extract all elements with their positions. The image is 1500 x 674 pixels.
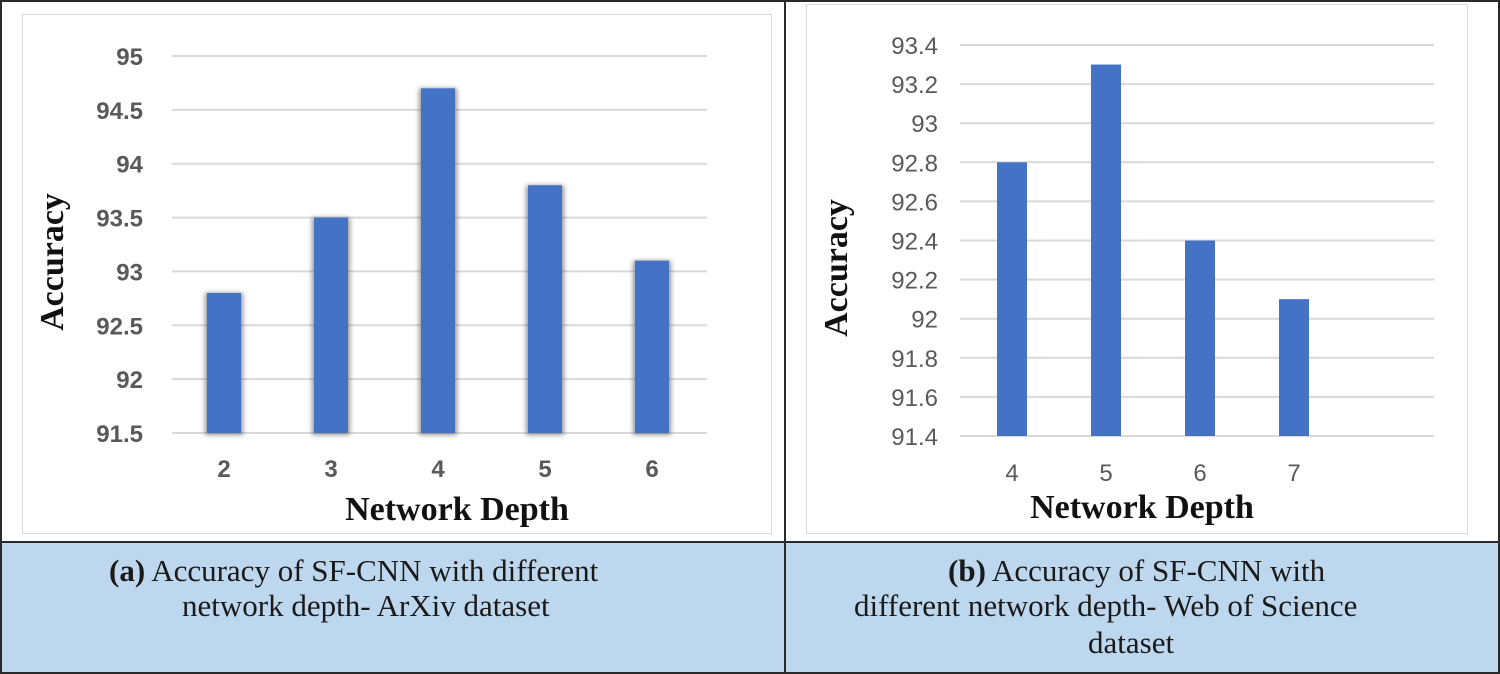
a-y-tick-label: 95 <box>116 44 143 71</box>
b-x-tick-label: 6 <box>1193 460 1206 487</box>
a-y-tick-label: 94.5 <box>96 98 143 125</box>
caption-b-line-3: dataset <box>1088 625 1175 660</box>
a-y-tick-label: 94 <box>116 152 143 179</box>
caption-b-line-1: (b) Accuracy of SF-CNN with <box>948 553 1325 588</box>
chart-b-plot-box <box>806 4 1468 534</box>
a-y-tick-label: 92 <box>116 367 143 394</box>
b-y-tick-label: 93 <box>911 111 938 138</box>
b-y-tick-label: 93.2 <box>891 72 938 99</box>
caption-a-line-2: network depth- ArXiv dataset <box>182 588 550 623</box>
b-y-tick-label: 92.4 <box>891 229 938 256</box>
caption-a-tag: (a) <box>109 553 146 588</box>
b-y-tick-label: 92.2 <box>891 268 938 295</box>
b-y-tick-label: 91.8 <box>891 346 938 373</box>
a-bar <box>207 292 241 433</box>
a-bar <box>528 185 562 433</box>
b-y-tick-label: 91.4 <box>891 424 938 451</box>
b-x-tick-label: 4 <box>1005 460 1018 487</box>
a-y-tick-label: 93.5 <box>96 206 143 233</box>
a-y-tick-label: 93 <box>116 259 143 286</box>
panel-divider-vertical <box>784 0 786 674</box>
a-x-tick-label: 5 <box>538 456 551 483</box>
b-y-tick-label: 92 <box>911 307 938 334</box>
b-y-tick-label: 92.8 <box>891 150 938 177</box>
b-y-axis-label: Accuracy <box>818 199 855 337</box>
a-x-tick-label: 4 <box>431 456 445 483</box>
caption-a-text-1: Accuracy of SF-CNN with different <box>145 553 599 588</box>
a-bar <box>314 217 348 433</box>
a-bar <box>421 88 455 434</box>
a-x-tick-label: 3 <box>324 456 337 483</box>
caption-b: (b) Accuracy of SF-CNN with different ne… <box>786 543 1498 672</box>
a-x-axis-label: Network Depth <box>345 491 569 528</box>
a-y-tick-label: 91.5 <box>96 421 143 448</box>
a-x-tick-label: 2 <box>217 456 230 483</box>
b-y-tick-label: 91.6 <box>891 385 938 412</box>
a-bar <box>635 260 669 433</box>
a-y-axis-label: Accuracy <box>34 193 71 331</box>
caption-b-line-2: different network depth- Web of Science <box>854 588 1358 623</box>
caption-b-text-1: Accuracy of SF-CNN with <box>985 553 1326 588</box>
caption-a: (a) Accuracy of SF-CNN with different ne… <box>2 543 784 672</box>
b-bar <box>1279 299 1309 436</box>
b-bar <box>997 162 1027 437</box>
b-y-tick-label: 93.4 <box>891 33 938 60</box>
b-bar <box>1185 240 1215 436</box>
b-x-tick-label: 5 <box>1099 460 1112 487</box>
b-x-axis-label: Network Depth <box>1030 489 1254 526</box>
b-bar <box>1091 64 1121 437</box>
caption-a-line-1: (a) Accuracy of SF-CNN with different <box>109 553 598 588</box>
a-x-tick-label: 6 <box>645 456 658 483</box>
a-y-tick-label: 92.5 <box>96 313 143 340</box>
b-y-tick-label: 92.6 <box>891 189 938 216</box>
caption-divider <box>0 541 1500 543</box>
caption-b-tag: (b) <box>948 553 986 588</box>
b-x-tick-label: 7 <box>1287 460 1300 487</box>
